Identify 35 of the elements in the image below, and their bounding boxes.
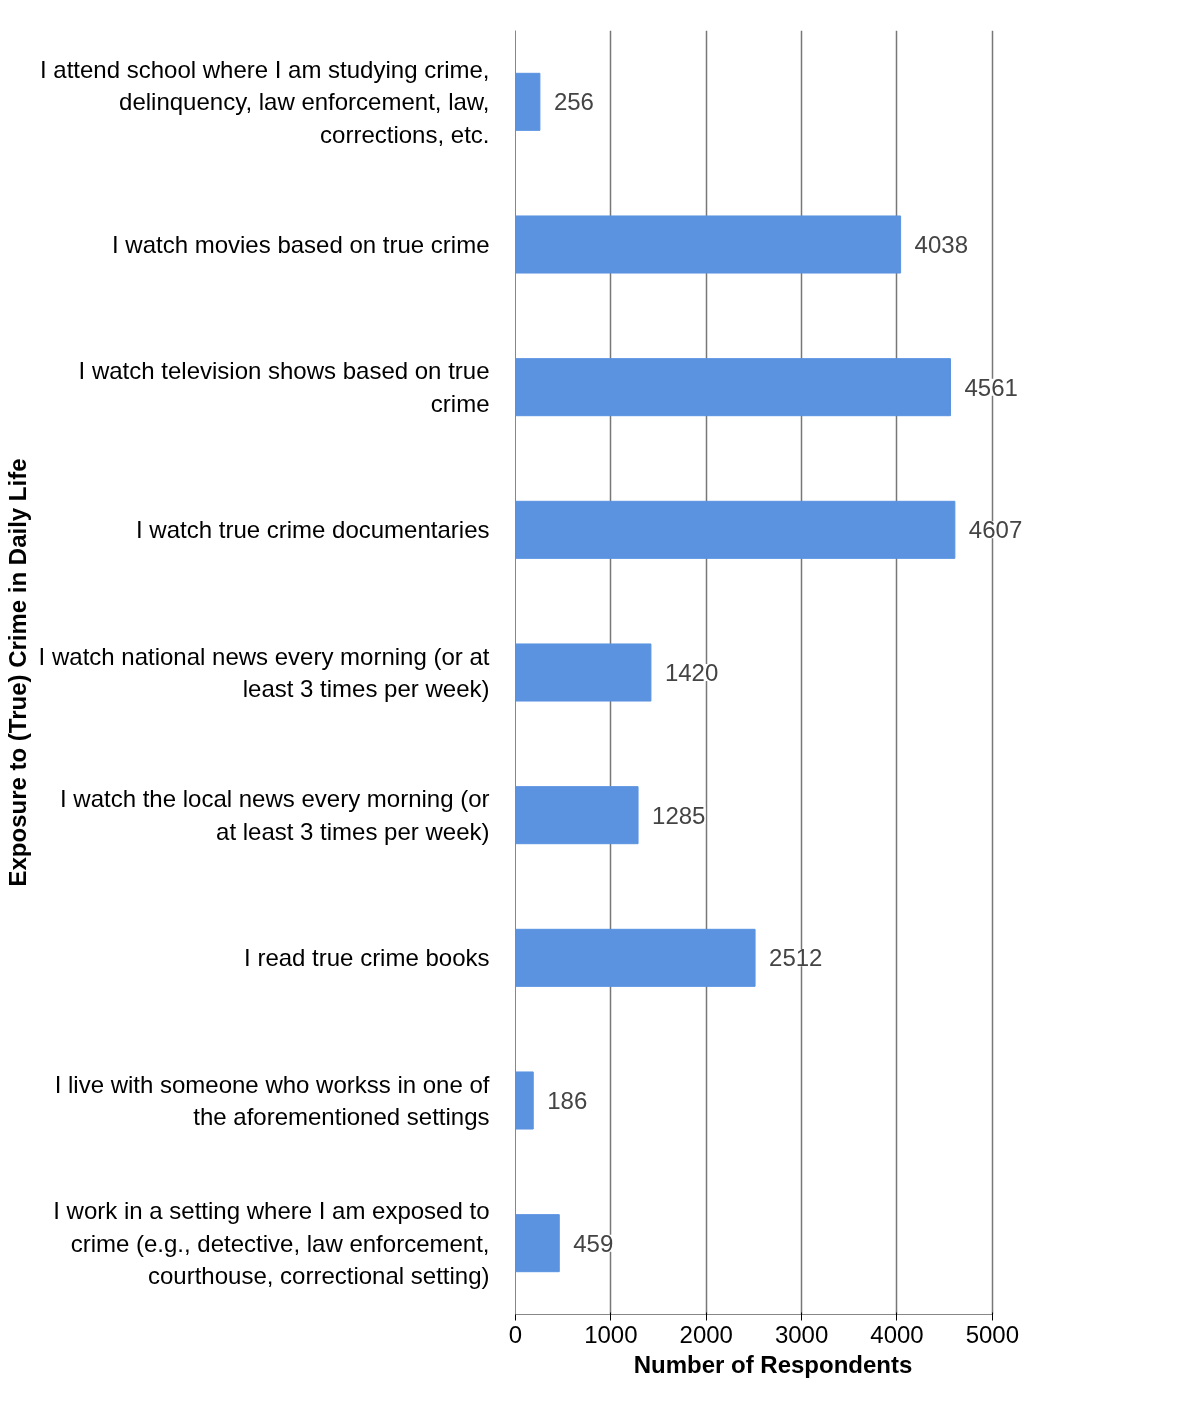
y-tick-label: I work in a setting where I am exposed to crime (e.g., detective, law enforcement, courthouse, correctional setting) bbox=[53, 1197, 490, 1290]
data-label: 4038 bbox=[914, 231, 968, 258]
x-tick-label: 5000 bbox=[965, 1320, 1020, 1348]
x-tick-label: 2000 bbox=[679, 1320, 733, 1348]
y-tick-label: I read true crime books bbox=[244, 944, 490, 972]
y-tick-label: I watch television shows based on true crime bbox=[78, 357, 490, 417]
data-label: 256 bbox=[553, 88, 594, 116]
y-tick-label: I live with someone who workss in one of the aforementioned settings bbox=[54, 1070, 490, 1131]
x-tick-label: 1000 bbox=[584, 1320, 638, 1348]
data-label: 2512 bbox=[769, 944, 823, 972]
bar bbox=[515, 928, 756, 987]
y-tick-label: I watch national news every morning (or at least 3 times per week) bbox=[38, 642, 490, 703]
bar bbox=[515, 500, 956, 559]
data-label: 1420 bbox=[664, 659, 719, 686]
y-tick-label: I attend school where I am studying crime, delinquency, law enforcement, law, corrections, etc. bbox=[39, 55, 490, 148]
y-tick-label: I watch movies based on true crime bbox=[112, 231, 490, 258]
data-label: 4561 bbox=[964, 373, 1018, 401]
y-axis-title: Exposure to (True) Crime in Daily Life bbox=[3, 458, 31, 887]
bar bbox=[515, 643, 652, 702]
x-axis-title: Number of Respondents bbox=[633, 1350, 913, 1378]
data-label: 4607 bbox=[968, 516, 1023, 544]
data-label: 459 bbox=[573, 1229, 614, 1257]
data-label: 1285 bbox=[652, 801, 706, 829]
data-label: 186 bbox=[547, 1087, 588, 1114]
bar bbox=[515, 72, 541, 131]
x-tick-label: 3000 bbox=[774, 1320, 829, 1348]
y-tick-label: I watch true crime documentaries bbox=[136, 516, 490, 544]
x-tick-label: 0 bbox=[508, 1320, 523, 1348]
y-tick-label: I watch the local news every morning (or at least 3 times per week) bbox=[59, 785, 490, 845]
bar bbox=[515, 1214, 560, 1273]
bar bbox=[515, 1071, 534, 1130]
x-tick-label: 4000 bbox=[870, 1320, 924, 1348]
bar bbox=[515, 358, 951, 417]
bar bbox=[515, 215, 902, 274]
bar bbox=[515, 786, 639, 845]
